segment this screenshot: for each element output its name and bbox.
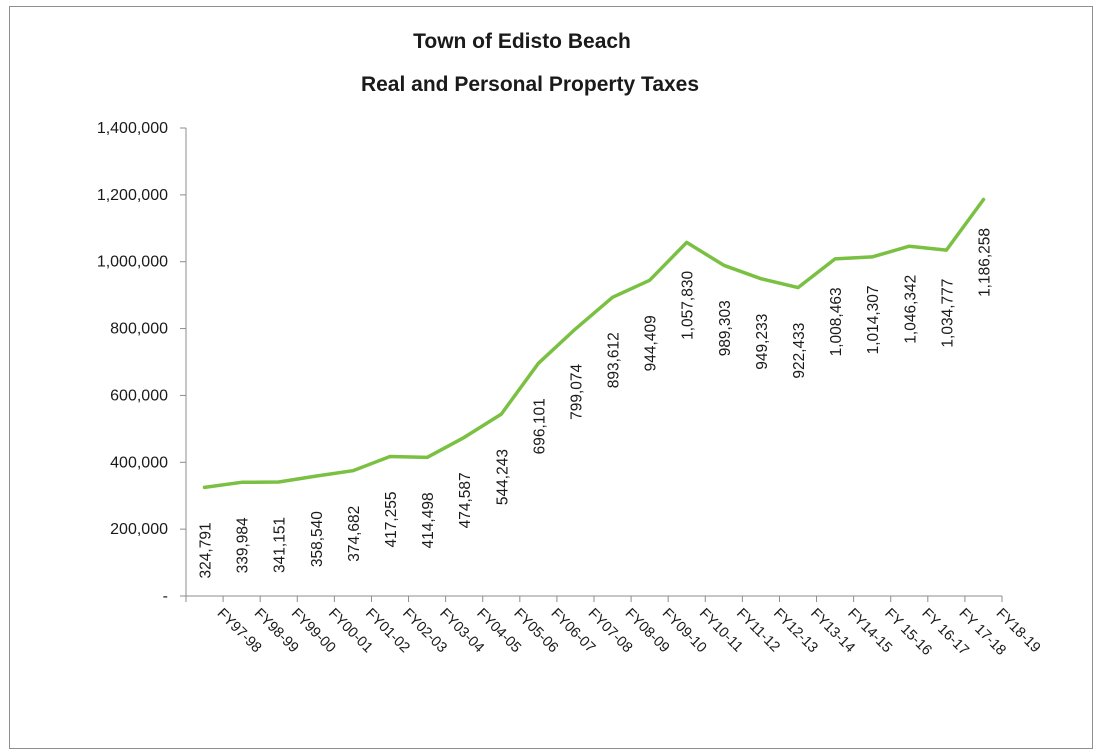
data-point bbox=[833, 257, 837, 261]
y-tick-label: 400,000 bbox=[110, 454, 168, 471]
data-label: 374,682 bbox=[346, 506, 363, 562]
data-point bbox=[759, 277, 763, 281]
data-label: 1,057,830 bbox=[680, 271, 697, 340]
data-point bbox=[240, 480, 244, 484]
data-point bbox=[722, 263, 726, 267]
chart-title: Town of Edisto Beach bbox=[413, 30, 631, 53]
data-point bbox=[351, 469, 355, 473]
data-label: 474,587 bbox=[457, 472, 474, 528]
data-point bbox=[425, 455, 429, 459]
y-tick-label: 1,400,000 bbox=[97, 120, 168, 137]
data-label: 799,074 bbox=[568, 363, 585, 419]
data-point bbox=[685, 240, 689, 244]
data-label: 324,791 bbox=[198, 522, 215, 578]
data-point bbox=[870, 255, 874, 259]
data-label: 1,008,463 bbox=[828, 287, 845, 356]
data-label: 544,243 bbox=[494, 449, 511, 505]
data-label: 989,303 bbox=[717, 300, 734, 356]
data-point bbox=[944, 248, 948, 252]
data-label: 1,014,307 bbox=[865, 285, 882, 354]
data-label: 949,233 bbox=[754, 314, 771, 370]
data-label: 341,151 bbox=[272, 517, 289, 573]
data-label: 339,984 bbox=[235, 517, 252, 573]
y-tick-label: - bbox=[163, 588, 168, 605]
data-label: 944,409 bbox=[643, 315, 660, 371]
chart-frame bbox=[9, 6, 1093, 749]
data-point bbox=[648, 278, 652, 282]
data-point bbox=[981, 197, 985, 201]
data-label: 1,034,777 bbox=[939, 279, 956, 348]
chart-subtitle: Real and Personal Property Taxes bbox=[361, 73, 699, 96]
y-axis: - 200,000 400,000 600,000 800,000 1,000,000 1,… bbox=[97, 120, 187, 605]
series-line-group bbox=[202, 197, 986, 490]
y-tick-label: 600,000 bbox=[110, 387, 168, 404]
data-point bbox=[462, 435, 466, 439]
data-labels: 324,791 339,984 341,151 358,540 374,682 417,2… bbox=[198, 228, 994, 578]
y-tick-label: 1,000,000 bbox=[97, 254, 168, 271]
data-label: 1,046,342 bbox=[902, 275, 919, 344]
data-point bbox=[314, 474, 318, 478]
data-point bbox=[499, 412, 503, 416]
data-point bbox=[536, 361, 540, 365]
data-point bbox=[796, 286, 800, 290]
x-axis: FY97-98FY98-99FY99-00FY00-01FY01-02FY02-… bbox=[185, 595, 1043, 659]
data-label: 417,255 bbox=[383, 492, 400, 548]
y-tick-label: 200,000 bbox=[110, 521, 168, 538]
data-point bbox=[277, 480, 281, 484]
data-label: 893,612 bbox=[606, 332, 623, 388]
data-point bbox=[611, 295, 615, 299]
data-label: 922,433 bbox=[791, 323, 808, 379]
data-label: 358,540 bbox=[309, 511, 326, 567]
data-label: 414,498 bbox=[420, 492, 437, 548]
y-tick-label: 1,200,000 bbox=[97, 187, 168, 204]
data-point bbox=[907, 244, 911, 248]
series-line bbox=[202, 197, 986, 490]
data-point bbox=[388, 455, 392, 459]
data-label: 696,101 bbox=[531, 398, 548, 454]
data-point bbox=[573, 327, 577, 331]
data-point bbox=[203, 485, 207, 489]
data-label: 1,186,258 bbox=[976, 228, 993, 297]
y-tick-label: 800,000 bbox=[110, 321, 168, 338]
